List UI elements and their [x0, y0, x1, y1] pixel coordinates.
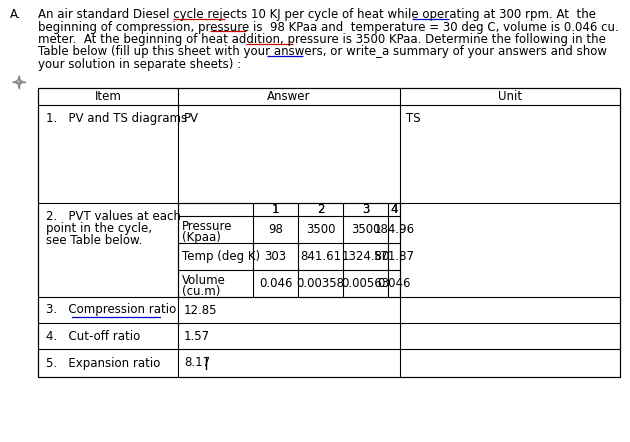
Text: 2: 2 — [317, 203, 324, 216]
Text: 98: 98 — [268, 223, 283, 236]
Bar — [38, 88, 620, 377]
Text: Volume: Volume — [182, 274, 226, 287]
Text: 4.   Cut-off ratio: 4. Cut-off ratio — [46, 329, 140, 343]
Text: 0.00563: 0.00563 — [341, 277, 389, 290]
Text: 571.87: 571.87 — [374, 250, 415, 263]
Text: Table below (fill up this sheet with your answers, or write_a summary of your an: Table below (fill up this sheet with you… — [38, 46, 607, 58]
Text: 2.   PVT values at each: 2. PVT values at each — [46, 210, 181, 223]
Text: 1: 1 — [272, 203, 279, 216]
Text: 12.85: 12.85 — [184, 304, 217, 316]
Text: (Kpaa): (Kpaa) — [182, 231, 221, 244]
Text: 3: 3 — [362, 203, 369, 216]
Text: 3.   Compression ratio: 3. Compression ratio — [46, 304, 176, 316]
Text: 0.046: 0.046 — [377, 277, 411, 290]
Text: 3: 3 — [362, 203, 369, 216]
Text: Unit: Unit — [498, 90, 522, 103]
Text: 4: 4 — [390, 203, 398, 216]
Text: see Table below.: see Table below. — [46, 234, 142, 247]
Text: 8.17: 8.17 — [184, 357, 210, 370]
Text: A.: A. — [10, 8, 21, 21]
Text: An air standard Diesel cycle rejects 10 KJ per cycle of heat while operating at : An air standard Diesel cycle rejects 10 … — [38, 8, 596, 21]
Text: 4: 4 — [390, 203, 398, 216]
Text: 1: 1 — [272, 203, 279, 216]
Text: beginning of compression, pressure is  98 KPaa and  temperature = 30 deg C, volu: beginning of compression, pressure is 98… — [38, 20, 619, 34]
Text: 3500: 3500 — [306, 223, 335, 236]
Text: 841.61: 841.61 — [300, 250, 341, 263]
Text: PV: PV — [184, 112, 199, 125]
Text: 0.046: 0.046 — [259, 277, 292, 290]
Text: your solution in separate sheets) :: your solution in separate sheets) : — [38, 58, 241, 71]
Text: 303: 303 — [265, 250, 287, 263]
Text: 5.   Expansion ratio: 5. Expansion ratio — [46, 357, 161, 370]
Text: meter.  At the beginning of heat addition, pressure is 3500 KPaa. Determine the : meter. At the beginning of heat addition… — [38, 33, 606, 46]
Text: Answer: Answer — [267, 90, 311, 103]
Text: 184.96: 184.96 — [374, 223, 415, 236]
Text: Item: Item — [94, 90, 122, 103]
Text: point in the cycle,: point in the cycle, — [46, 222, 152, 235]
Text: 1.57: 1.57 — [184, 329, 210, 343]
Text: TS: TS — [406, 112, 421, 125]
Text: 3500: 3500 — [351, 223, 381, 236]
Text: 1324.80: 1324.80 — [341, 250, 390, 263]
Text: Temp (deg K): Temp (deg K) — [182, 250, 260, 263]
Text: 2: 2 — [317, 203, 324, 216]
Text: 1.   PV and TS diagrams: 1. PV and TS diagrams — [46, 112, 187, 125]
Text: Pressure: Pressure — [182, 220, 232, 233]
Text: 0.00358: 0.00358 — [297, 277, 345, 290]
Text: (cu.m): (cu.m) — [182, 285, 220, 298]
